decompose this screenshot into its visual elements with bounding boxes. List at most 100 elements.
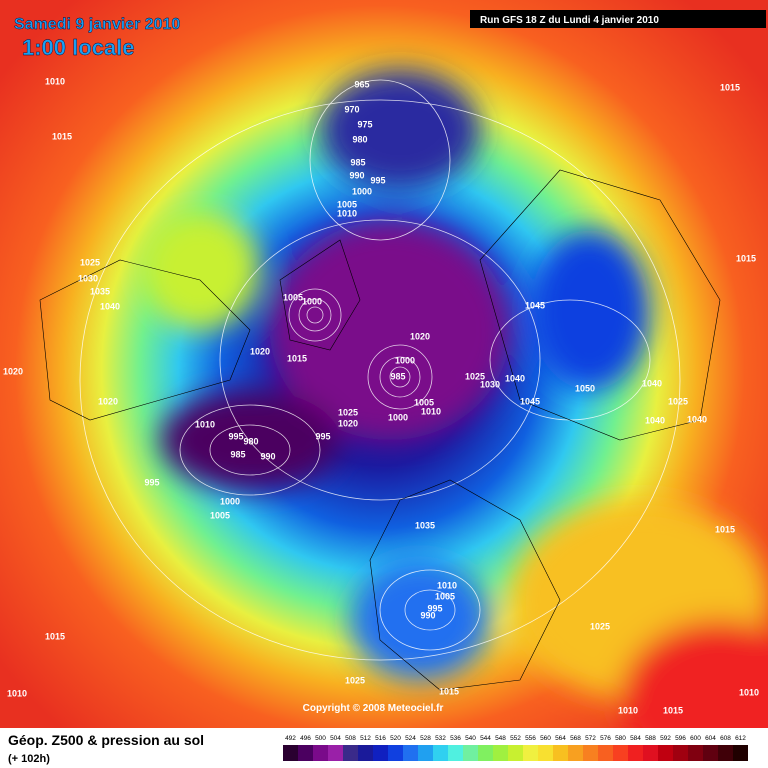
coastlines [39,169,721,691]
scale-label: 600 [690,735,701,742]
run-label: Run GFS 18 Z du Lundi 4 janvier 2010 [480,15,659,26]
isobar-label: 1040 [687,414,707,424]
isobar-label: 1050 [575,383,595,393]
isobar-label: 1010 [437,580,457,590]
isobar-label: 985 [230,449,245,459]
legend-subtitle: (+ 102h) [8,753,50,765]
isobar-label: 1020 [3,366,23,376]
color-scale: 492 496 500 504 508 512 516 520 524 528 532 536 540 5… [283,735,748,761]
color-swatch [508,745,523,761]
isobar-label: 1030 [480,379,500,389]
legend-title: Géop. Z500 & pression au sol [8,732,204,748]
isobar-label: 1000 [302,296,322,306]
color-swatch [493,745,508,761]
isobar-label: 990 [420,610,435,620]
isobar-label: 1025 [338,407,358,417]
isobar-label: 1020 [250,346,270,356]
isobar-label: 1040 [642,378,662,388]
isobar-label: 1010 [195,419,215,429]
color-swatch [718,745,733,761]
color-swatch [298,745,313,761]
scale-label: 544 [480,735,491,742]
isobar-label: 1005 [210,510,230,520]
isobar-label: 985 [390,371,405,381]
copyright: Copyright © 2008 Meteociel.fr [303,703,444,714]
isobar-label: 995 [427,603,442,613]
color-swatch [598,745,613,761]
isobar-label: 1040 [505,373,525,383]
isobar-label: 1015 [287,353,307,363]
scale-label: 576 [600,735,611,742]
color-swatch [283,745,298,761]
scale-label: 524 [405,735,416,742]
isobar-label: 1015 [663,705,683,715]
isobar-label: 980 [243,436,258,446]
isobar-label: 1005 [414,397,434,407]
scale-label: 580 [615,735,626,742]
scale-label: 528 [420,735,431,742]
isobar-label: 985 [350,157,365,167]
scale-label: 564 [555,735,566,742]
scale-label: 612 [735,735,746,742]
isobar-label: 1015 [45,631,65,641]
isobar-label: 1040 [645,415,665,425]
color-swatch [583,745,598,761]
color-swatch [418,745,433,761]
isobar-label: 1035 [90,286,110,296]
isobar-label: 1040 [100,301,120,311]
color-swatch [478,745,493,761]
scale-label: 492 [285,735,296,742]
color-swatch [673,745,688,761]
isobar-label: 1010 [45,76,65,86]
scale-label: 552 [510,735,521,742]
scale-label: 604 [705,735,716,742]
isobar-label: 1025 [465,371,485,381]
color-swatch [643,745,658,761]
scale-label: 496 [300,735,311,742]
isobar-label: 1010 [7,688,27,698]
color-swatch [463,745,478,761]
isobar-label: 1000 [220,496,240,506]
isobar-label: 1025 [668,396,688,406]
isobar-label: 1015 [439,686,459,696]
color-swatch [373,745,388,761]
isobar-label: 980 [352,134,367,144]
isobar-label: 1005 [283,292,303,302]
isobar-label: 1005 [337,199,357,209]
isobar-label: 1020 [410,331,430,341]
isobar-label: 1015 [736,253,756,263]
scale-label: 584 [630,735,641,742]
scale-label: 532 [435,735,446,742]
scale-label: 572 [585,735,596,742]
scale-label: 588 [645,735,656,742]
scale-label: 608 [720,735,731,742]
color-swatch [388,745,403,761]
isobar-label: 965 [354,79,369,89]
isobar-label: 1030 [78,273,98,283]
isobar-label: 1000 [388,412,408,422]
scale-label: 592 [660,735,671,742]
isobar-label: 995 [228,431,243,441]
color-swatch [448,745,463,761]
map-time: 1:00 locale [22,35,135,60]
color-swatch [403,745,418,761]
color-swatch [733,745,748,761]
color-swatch [688,745,703,761]
isobar-label: 1015 [720,82,740,92]
isobar-label: 1025 [80,257,100,267]
scale-label: 560 [540,735,551,742]
color-swatch [313,745,328,761]
isobar-label: 1000 [352,186,372,196]
scale-label: 508 [345,735,356,742]
run-box [470,10,766,28]
color-swatch [703,745,718,761]
scale-label: 540 [465,735,476,742]
color-swatch [328,745,343,761]
isobar-label: 1045 [525,300,545,310]
isobar-label: 1010 [739,687,759,697]
isobar-label: 1015 [52,131,72,141]
isobar-label: 1025 [590,621,610,631]
